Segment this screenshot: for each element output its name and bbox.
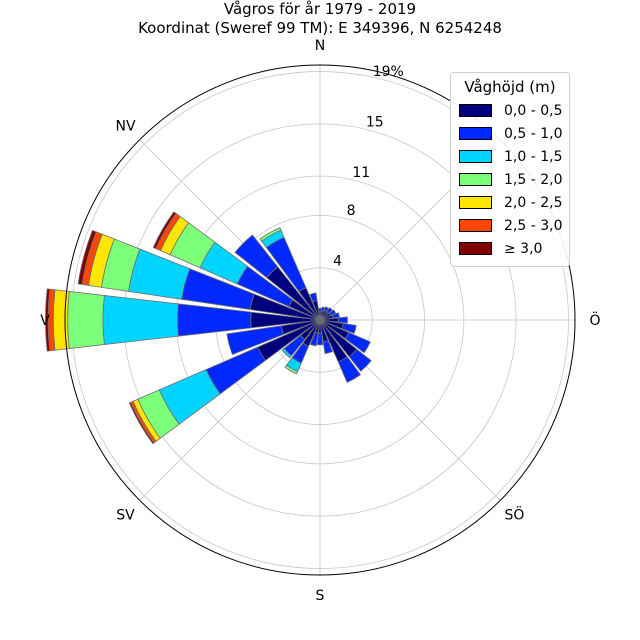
wedge-240-bin-6	[128, 401, 155, 445]
wedge-270-bin-6	[45, 288, 51, 352]
legend-entry-4: 2,0 - 2,5	[451, 191, 569, 214]
direction-label-3: SV	[116, 507, 135, 523]
radial-tick-label-0: 4	[333, 253, 342, 269]
legend-swatch-6	[459, 242, 492, 255]
wedge-90-bin-1	[337, 316, 348, 324]
legend-label-1: 0,5 - 1,0	[504, 125, 563, 142]
legend-entry-6: ≥ 3,0	[451, 237, 569, 260]
legend-entry-5: 2,5 - 3,0	[451, 214, 569, 237]
legend-entry-0: 0,0 - 0,5	[451, 99, 569, 122]
legend-label-6: ≥ 3,0	[504, 240, 543, 257]
legend-label-2: 1,0 - 1,5	[504, 148, 563, 165]
direction-label-5: SÖ	[505, 505, 525, 523]
wedge-150-bin-1	[337, 356, 362, 383]
legend-swatch-3	[459, 173, 492, 186]
wedge-285-bin-6	[77, 229, 97, 285]
wedge-255-bin-1	[226, 325, 285, 356]
legend-label-5: 2,5 - 3,0	[504, 217, 563, 234]
radial-tick-label-4: 19%	[373, 64, 404, 80]
wedge-60-bin-1	[328, 309, 337, 316]
legend-label-0: 0,0 - 0,5	[504, 102, 563, 119]
wedge-270-bin-1	[177, 303, 252, 337]
wedge-195-bin-1	[309, 331, 319, 347]
wedge-270-bin-3	[67, 290, 105, 350]
legend-entry-1: 0,5 - 1,0	[451, 122, 569, 145]
legend-swatch-0	[459, 104, 492, 117]
chart-title: Vågros för år 1979 - 2019	[223, 0, 417, 18]
radial-tick-label-3: 15	[366, 115, 384, 131]
legend-swatch-5	[459, 219, 492, 232]
direction-label-4: S	[316, 588, 325, 604]
wedge-165-bin-1	[322, 340, 333, 355]
wedge-210-bin-3	[284, 364, 299, 375]
legend-label-3: 1,5 - 2,0	[504, 171, 563, 188]
wedge-105-bin-1	[341, 323, 357, 334]
wedge-135-bin-1	[348, 348, 372, 372]
wedge-180-bin-1	[316, 332, 324, 346]
legend-entries: 0,0 - 0,5 0,5 - 1,0 1,0 - 1,5 1,5 - 2,0 2,0 …	[451, 99, 569, 260]
legend-title: Våghöjd (m)	[464, 78, 556, 96]
wedge-270-bin-4	[52, 289, 70, 351]
direction-label-2: V	[40, 313, 50, 329]
legend-swatch-4	[459, 196, 492, 209]
direction-label-6: Ö	[589, 311, 600, 329]
legend-swatch-1	[459, 127, 492, 140]
wedge-120-bin-1	[344, 331, 371, 354]
wedge-270-bin-2	[102, 294, 179, 346]
direction-label-0: N	[315, 38, 325, 54]
outer-circle	[64, 64, 576, 576]
legend-entry-2: 1,0 - 1,5	[451, 145, 569, 168]
wedge-300-bin-6	[152, 211, 177, 250]
wedge-75-bin-1	[331, 312, 340, 319]
direction-label-1: NV	[116, 119, 136, 135]
chart-title-block: Vågros för år 1979 - 2019 Koordinat (Swe…	[0, 0, 640, 38]
legend-swatch-2	[459, 150, 492, 163]
legend-entry-3: 1,5 - 2,0	[451, 168, 569, 191]
chart-subtitle: Koordinat (Sweref 99 TM): E 349396, N 62…	[138, 19, 502, 37]
wedge-315-bin-1	[234, 234, 279, 279]
wedge-345-bin-1	[309, 292, 318, 303]
wedge-225-bin-2	[281, 347, 293, 359]
radial-tick-label-2: 11	[352, 165, 370, 181]
radial-tick-label-1: 8	[347, 203, 356, 219]
legend: Våghöjd (m) 0,0 - 0,5 0,5 - 1,0 1,0 - 1,5 1…	[450, 72, 570, 267]
legend-label-4: 2,0 - 2,5	[504, 194, 563, 211]
wedge-330-bin-3	[259, 227, 282, 242]
